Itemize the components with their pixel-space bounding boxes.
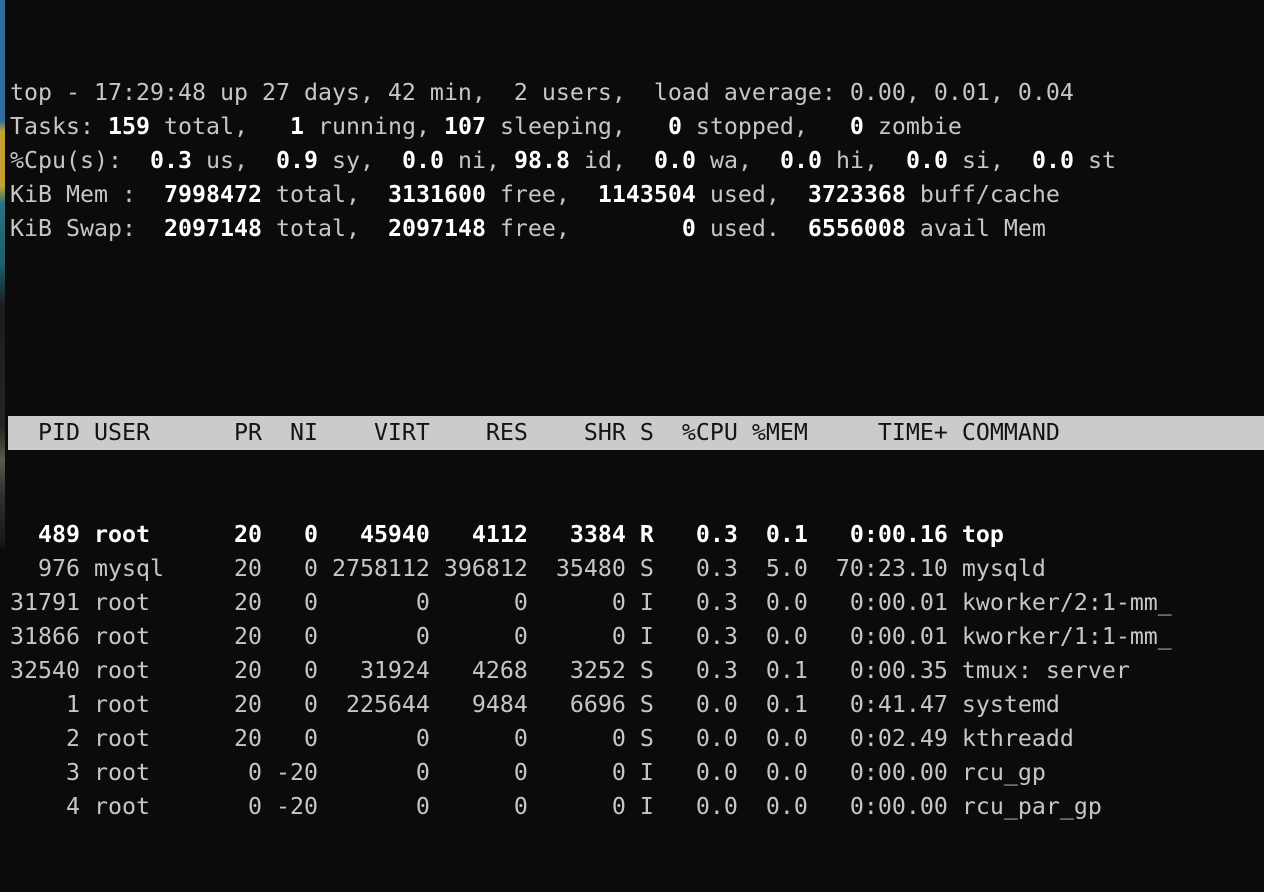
summary-label: sy,: [317, 147, 402, 174]
summary-value: 2097148: [163, 215, 262, 242]
summary-label: id,: [569, 147, 654, 174]
summary-label: free,: [485, 215, 682, 242]
summary-value: 0.3: [149, 147, 192, 174]
process-row-rcu-par-gp: 4 root 0 -20 0 0 0 I 0.0 0.0 0:00.00 rcu…: [10, 793, 1102, 820]
uptime-line: top - 17:29:48 up 27 days, 42 min, 2 use…: [10, 76, 1264, 110]
summary-label: free,: [485, 181, 598, 208]
process-row-tmux-server: 32540 root 20 0 31924 4268 3252 S 0.3 0.…: [10, 657, 1130, 684]
summary-label: si,: [947, 147, 1032, 174]
summary-label: sleeping,: [485, 113, 668, 140]
summary-block: top - 17:29:48 up 27 days, 42 min, 2 use…: [10, 76, 1264, 246]
summary-label: avail Mem: [905, 215, 1046, 242]
message-line: [10, 314, 1264, 348]
summary-value: 1: [289, 113, 304, 140]
summary-label: total,: [261, 215, 388, 242]
summary-value: 0.0: [401, 147, 444, 174]
summary-label: KiB Swap:: [10, 215, 164, 242]
wallpaper-edge-strip: [0, 0, 5, 548]
swap-line: KiB Swap: 2097148 total, 2097148 free, 0…: [10, 212, 1264, 246]
summary-value: 159: [107, 113, 150, 140]
summary-label: hi,: [821, 147, 906, 174]
summary-value: 3723368: [807, 181, 906, 208]
summary-label: stopped,: [681, 113, 850, 140]
top-output: top - 17:29:48 up 27 days, 42 min, 2 use…: [5, 0, 1264, 820]
summary-value: 3131600: [387, 181, 486, 208]
summary-label: ni,: [443, 147, 514, 174]
mem-line: KiB Mem : 7998472 total, 3131600 free, 1…: [10, 178, 1264, 212]
summary-label: used,: [695, 181, 808, 208]
summary-value: 107: [443, 113, 486, 140]
cpu-line: %Cpu(s): 0.3 us, 0.9 sy, 0.0 ni, 98.8 id…: [10, 144, 1264, 178]
process-row-mysqld: 976 mysql 20 0 2758112 396812 35480 S 0.…: [10, 555, 1046, 582]
summary-value: 0: [667, 113, 682, 140]
summary-label: KiB Mem :: [10, 181, 164, 208]
summary-label: running,: [303, 113, 444, 140]
process-row-top: 489 root 20 0 45940 4112 3384 R 0.3 0.1 …: [10, 521, 1004, 548]
summary-value: 0: [849, 113, 864, 140]
table-header-row: PID USER PR NI VIRT RES SHR S %CPU %MEM …: [8, 416, 1264, 450]
process-row-kworker-1-1-mm-: 31866 root 20 0 0 0 0 I 0.3 0.0 0:00.01 …: [10, 623, 1172, 650]
summary-value: 0.9: [275, 147, 318, 174]
summary-label: wa,: [695, 147, 780, 174]
summary-label: %Cpu(s):: [10, 147, 150, 174]
summary-value: 2097148: [387, 215, 486, 242]
summary-value: 0: [681, 215, 696, 242]
summary-label: us,: [191, 147, 276, 174]
process-row-kthreadd: 2 root 20 0 0 0 0 S 0.0 0.0 0:02.49 kthr…: [10, 725, 1074, 752]
summary-value: 1143504: [597, 181, 696, 208]
process-row-systemd: 1 root 20 0 225644 9484 6696 S 0.0 0.1 0…: [10, 691, 1060, 718]
summary-value: 0.0: [653, 147, 696, 174]
process-row-kworker-2-1-mm-: 31791 root 20 0 0 0 0 I 0.3 0.0 0:00.01 …: [10, 589, 1172, 616]
summary-value: 0.0: [779, 147, 822, 174]
summary-value: 7998472: [163, 181, 262, 208]
process-table: 489 root 20 0 45940 4112 3384 R 0.3 0.1 …: [10, 518, 1264, 824]
summary-value: 6556008: [807, 215, 906, 242]
summary-label: st: [1073, 147, 1116, 174]
summary-label: top - 17:29:48 up 27 days, 42 min, 2 use…: [10, 79, 1074, 106]
terminal-screen[interactable]: top - 17:29:48 up 27 days, 42 min, 2 use…: [0, 0, 1264, 820]
summary-value: 98.8: [513, 147, 570, 174]
summary-label: zombie: [863, 113, 962, 140]
summary-label: used.: [695, 215, 808, 242]
process-row-rcu-gp: 3 root 0 -20 0 0 0 I 0.0 0.0 0:00.00 rcu…: [10, 759, 1046, 786]
tasks-line: Tasks: 159 total, 1 running, 107 sleepin…: [10, 110, 1264, 144]
summary-label: buff/cache: [905, 181, 1060, 208]
summary-value: 0.0: [905, 147, 948, 174]
summary-label: total,: [261, 181, 388, 208]
summary-label: total,: [149, 113, 290, 140]
summary-label: Tasks:: [10, 113, 108, 140]
summary-value: 0.0: [1031, 147, 1074, 174]
